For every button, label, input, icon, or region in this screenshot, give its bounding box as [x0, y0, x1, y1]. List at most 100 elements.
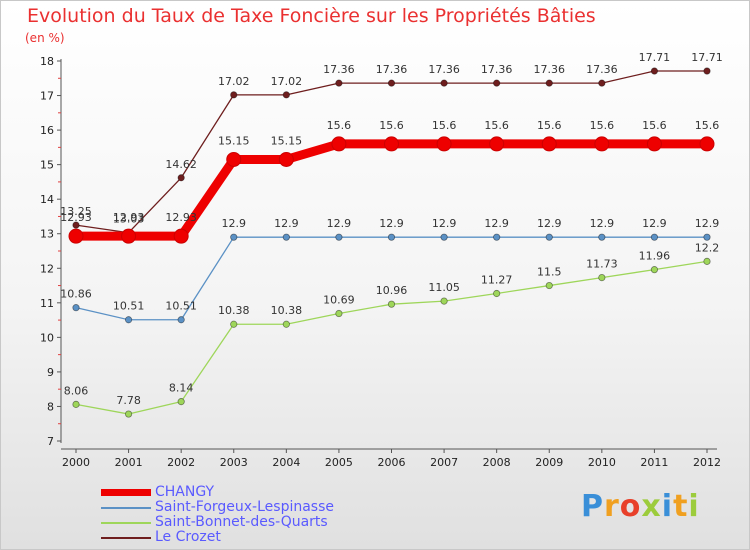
x-tick-label: 2001	[115, 456, 143, 469]
data-point	[335, 233, 343, 241]
data-label: 15.6	[642, 119, 667, 132]
data-point	[493, 79, 501, 87]
data-point	[545, 281, 553, 290]
data-point	[650, 233, 659, 241]
data-point	[703, 257, 711, 265]
y-tick-label: 17	[40, 90, 54, 103]
data-label: 15.15	[218, 134, 250, 147]
data-point	[650, 67, 659, 75]
data-label: 12.9	[590, 217, 615, 230]
data-label: 12.9	[432, 217, 457, 230]
x-tick-label: 2009	[535, 456, 563, 469]
data-point	[703, 67, 711, 75]
data-point	[124, 410, 133, 418]
data-point	[124, 316, 133, 324]
data-point	[703, 233, 711, 241]
data-label: 12.93	[165, 211, 197, 224]
data-label: 10.69	[323, 294, 355, 307]
data-label: 17.71	[639, 51, 671, 64]
data-label: 14.62	[165, 158, 197, 171]
y-tick-label: 8	[47, 400, 54, 413]
data-label: 15.6	[484, 119, 509, 132]
data-point	[177, 398, 185, 406]
data-point	[72, 400, 80, 408]
data-label: 12.9	[274, 217, 299, 230]
data-point	[121, 228, 137, 244]
logo-letter: o	[619, 489, 642, 524]
data-label: 15.6	[327, 119, 352, 132]
logo-letter: t	[673, 489, 689, 524]
data-point	[230, 320, 238, 328]
data-label: 17.02	[271, 75, 303, 88]
logo-letter: i	[688, 489, 700, 524]
logo-letter: i	[661, 489, 674, 524]
data-point	[278, 151, 294, 167]
x-tick-label: 2010	[588, 456, 616, 469]
data-label: 15.6	[537, 119, 562, 132]
data-point	[598, 79, 606, 87]
y-tick-label: 11	[40, 297, 54, 310]
data-label: 17.36	[323, 63, 355, 76]
data-label: 13.25	[60, 205, 92, 218]
data-label: 10.86	[60, 288, 92, 301]
data-label: 10.96	[376, 284, 408, 297]
data-label: 15.6	[695, 119, 720, 132]
data-point	[440, 233, 448, 241]
data-point	[384, 136, 399, 152]
data-point	[650, 266, 659, 274]
data-point	[230, 91, 238, 99]
y-tick-label: 15	[40, 159, 54, 172]
legend-label-saint-bonnet-des-quarts: Saint-Bonnet-des-Quarts	[155, 514, 328, 530]
data-label: 11.05	[428, 281, 460, 294]
x-tick-label: 2004	[272, 456, 300, 469]
data-point	[594, 136, 610, 152]
x-tick-label: 2008	[483, 456, 511, 469]
data-point	[440, 297, 448, 305]
data-point	[177, 174, 185, 182]
data-label: 17.36	[428, 63, 460, 76]
data-label: 12.2	[695, 241, 720, 254]
data-label: 17.36	[586, 63, 618, 76]
data-point	[335, 309, 343, 318]
data-label: 12.9	[222, 217, 247, 230]
data-label: 15.6	[432, 119, 457, 132]
data-label: 15.6	[590, 119, 615, 132]
data-label: 15.15	[271, 134, 303, 147]
data-label: 10.51	[113, 300, 145, 313]
data-label: 11.73	[586, 258, 618, 271]
data-label: 17.36	[481, 63, 513, 76]
data-point	[387, 300, 396, 308]
y-tick-label: 10	[40, 331, 54, 344]
legend-label-saint-forgeux-lespinasse: Saint-Forgeux-Lespinasse	[155, 499, 334, 515]
data-label: 10.38	[271, 304, 303, 317]
data-point	[489, 136, 505, 152]
x-tick-label: 2005	[325, 456, 353, 469]
x-tick-label: 2011	[640, 456, 668, 469]
data-label: 17.71	[691, 51, 723, 64]
data-label: 17.36	[534, 63, 566, 76]
data-label: 17.02	[218, 75, 250, 88]
logo-letter: r	[604, 489, 620, 524]
y-tick-label: 13	[40, 228, 54, 241]
data-point	[226, 151, 242, 167]
data-point	[68, 228, 84, 244]
data-point	[493, 289, 501, 298]
data-label: 10.38	[218, 304, 250, 317]
logo-letter: P	[581, 489, 604, 524]
data-point	[282, 233, 290, 241]
data-label: 12.9	[537, 217, 562, 230]
legend-swatch-le-crozet	[101, 537, 151, 539]
data-point	[699, 136, 715, 152]
legend-swatch-changy	[101, 489, 151, 496]
data-label: 12.93	[60, 211, 92, 224]
legend-swatch-saint-bonnet-des-quarts	[101, 522, 151, 524]
data-label: 11.27	[481, 273, 513, 286]
data-label: 8.14	[169, 382, 194, 395]
y-tick-label: 14	[40, 193, 54, 206]
series-line-le-crozet	[75, 70, 707, 234]
data-point	[173, 228, 189, 244]
legend-label-changy: CHANGY	[155, 484, 215, 500]
data-point	[387, 79, 396, 87]
y-tick-label: 18	[40, 55, 54, 68]
